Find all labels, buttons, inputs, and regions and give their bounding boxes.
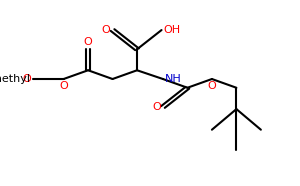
Text: O: O <box>84 37 92 47</box>
Text: NH: NH <box>165 74 182 84</box>
Text: methyl: methyl <box>0 74 31 84</box>
Text: O: O <box>208 81 216 91</box>
Text: O: O <box>152 102 161 112</box>
Text: O: O <box>22 74 31 84</box>
Text: O: O <box>101 25 110 35</box>
Text: O: O <box>59 81 68 91</box>
Text: OH: OH <box>164 25 181 35</box>
